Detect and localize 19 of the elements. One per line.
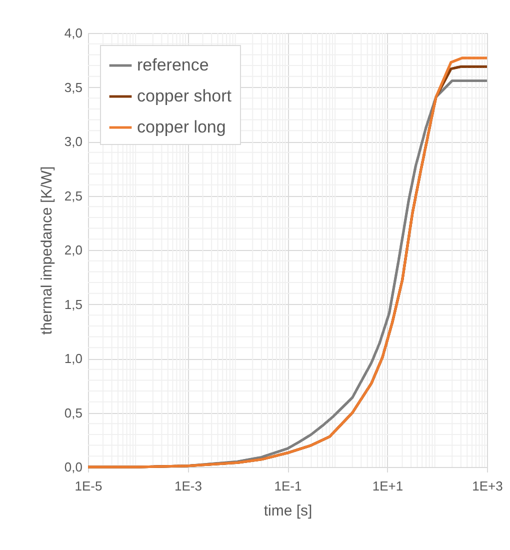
y-tick-label: 2,0	[64, 242, 82, 258]
y-tick-label: 1,0	[64, 351, 82, 366]
x-tick-label: 1E-3	[174, 478, 202, 494]
legend-label: reference	[137, 56, 209, 74]
x-axis-title: time [s]	[264, 502, 312, 520]
x-tick-label: 1E+1	[372, 478, 404, 494]
legend-label: copper long	[137, 118, 226, 136]
x-tick-label: 1E-5	[74, 478, 102, 494]
y-tick-label: 0,0	[64, 460, 82, 474]
y-tick-label: 0,5	[64, 405, 82, 420]
y-tick-label: 4,0	[64, 26, 82, 40]
y-tick-label: 3,0	[64, 134, 82, 149]
legend-label: copper short	[137, 86, 232, 106]
y-axis-title: thermal impedance [K/W]	[38, 166, 56, 335]
y-tick-label: 3,5	[64, 80, 82, 95]
x-tick-label: 1E-1	[274, 478, 302, 494]
y-tick-label: 1,5	[64, 296, 82, 312]
y-tick-label: 2,5	[64, 188, 82, 204]
x-tick-label: 1E+3	[472, 478, 503, 494]
